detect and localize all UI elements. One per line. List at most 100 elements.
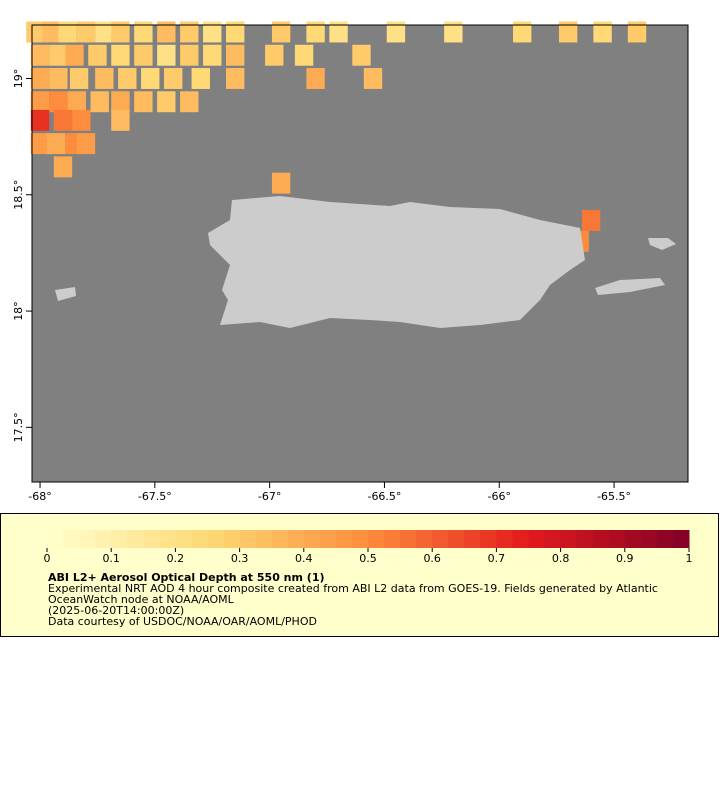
colorbar-step (47, 530, 64, 548)
aod-cell (180, 21, 199, 43)
aod-cell (306, 68, 325, 89)
aod-cell (627, 21, 647, 43)
colorbar-step (512, 530, 529, 548)
y-tick-label: 18° (12, 301, 25, 321)
aod-cell (581, 209, 601, 231)
colorbar-step (63, 530, 80, 548)
aod-cell (30, 44, 50, 66)
aod-cell (30, 91, 50, 113)
colorbar-tick-label: 0.6 (423, 552, 441, 565)
aod-cell (118, 68, 137, 89)
aod-cell (49, 91, 68, 113)
colorbar-step (576, 530, 594, 548)
x-tick-label: -67.5° (138, 490, 172, 503)
colorbar-step (95, 530, 112, 548)
aod-cell (558, 21, 578, 43)
aod-cell (69, 68, 89, 89)
aod-cell (157, 44, 176, 66)
colorbar-step (335, 530, 353, 548)
aod-cell (58, 21, 77, 43)
y-tick-label: 19° (12, 69, 25, 89)
colorbar-step (528, 530, 546, 548)
y-tick-label: 18.5° (12, 180, 25, 210)
aod-cell (42, 21, 61, 43)
aod-cell (294, 44, 314, 66)
aod-cell (49, 44, 68, 66)
aod-cell (329, 21, 348, 43)
legend-title: ABI L2+ Aerosol Optical Depth at 550 nm … (48, 571, 325, 584)
colorbar-step (592, 530, 610, 548)
colorbar-tick-label: 0.8 (552, 552, 570, 565)
legend-text: (2025-06-20T14:00:00Z) (48, 604, 184, 617)
colorbar-step (351, 530, 369, 548)
colorbar-step (127, 530, 144, 548)
aod-cell (513, 21, 532, 43)
aod-cells (26, 21, 647, 252)
legend-text: Data courtesy of USDOC/NOAA/OAR/AOML/PHO… (48, 615, 317, 628)
aod-cell (157, 91, 176, 113)
x-tick-label: -66.5° (367, 490, 401, 503)
aod-cell (386, 21, 406, 43)
aod-cell (53, 156, 73, 178)
puerto-rico (208, 196, 585, 328)
colorbar-tick-label: 1 (686, 552, 693, 565)
colorbar-tick-label: 0.2 (167, 552, 185, 565)
aod-cell (95, 68, 114, 89)
colorbar-step (303, 530, 321, 548)
colorbar-step (175, 530, 192, 548)
colorbar-step (79, 530, 96, 548)
map-frame (31, 24, 689, 483)
colorbar-step (464, 530, 481, 548)
aod-cell (76, 133, 96, 155)
aod-cell (65, 44, 84, 66)
aod-cell (226, 21, 245, 43)
aod-cell (363, 68, 383, 89)
aod-cell (53, 109, 73, 131)
aod-cell (180, 91, 199, 113)
aod-cell (95, 21, 114, 43)
aod-cell (134, 91, 153, 113)
aod-cell (26, 21, 45, 43)
aod-cell (46, 133, 66, 155)
colorbar-step (384, 530, 401, 548)
aod-cell (593, 21, 612, 43)
aod-cell (271, 21, 291, 43)
colorbar-tick-label: 0 (44, 552, 51, 565)
colorbar-step (223, 530, 241, 548)
aod-cell (226, 44, 245, 66)
aod-cell (157, 21, 176, 43)
colorbar-step (672, 530, 690, 548)
colorbar-step (656, 530, 674, 548)
land (55, 196, 676, 328)
colorbar-step (608, 530, 626, 548)
colorbar-step (480, 530, 497, 548)
colorbar-step (271, 530, 289, 548)
colorbar-step (319, 530, 337, 548)
colorbar-step (448, 530, 465, 548)
colorbar-tick-label: 0.7 (488, 552, 506, 565)
aod-cell (352, 44, 371, 66)
colorbar-step (191, 530, 208, 548)
colorbar-tick-label: 0.9 (616, 552, 634, 565)
vieques (595, 278, 665, 295)
aod-cell (203, 21, 222, 43)
aod-cell (226, 68, 245, 89)
mona-island (55, 287, 76, 301)
colorbar-step (287, 530, 305, 548)
aod-cell (111, 44, 130, 66)
aod-cell (265, 44, 284, 66)
aod-cell (30, 68, 50, 89)
colorbar-step (400, 530, 417, 548)
aod-cell (90, 91, 109, 113)
colorbar-step (496, 530, 513, 548)
aod-cell (306, 21, 325, 43)
legend-text: Experimental NRT AOD 4 hour composite cr… (48, 582, 658, 595)
aod-cell (72, 109, 91, 131)
y-tick-label: 17.5° (12, 412, 25, 442)
x-tick-label: -67° (258, 490, 281, 503)
colorbar-tick-label: 0.4 (295, 552, 313, 565)
colorbar: 0 0.1 0.2 0.3 0.4 0.5 0.6 0.7 0.8 0.9 1 (44, 530, 693, 565)
aod-cell (49, 68, 68, 89)
colorbar-step (640, 530, 658, 548)
